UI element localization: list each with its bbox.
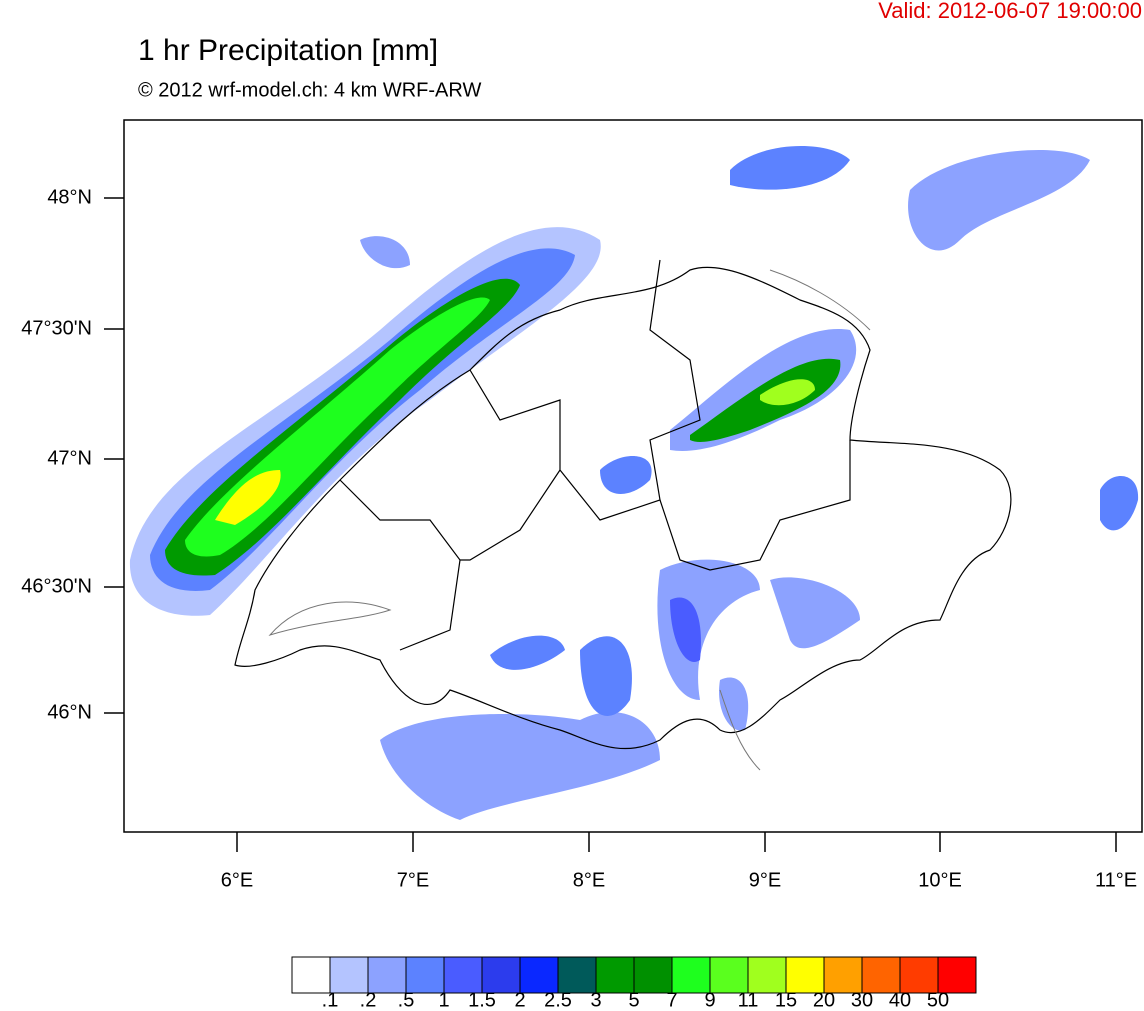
colorbar-label: .2 xyxy=(360,989,377,1011)
lat-label: 47°30'N xyxy=(21,317,92,339)
colorbar-box xyxy=(823,956,863,994)
colorbar-label: 1.5 xyxy=(468,989,496,1011)
colorbar-box xyxy=(671,956,711,994)
lat-label: 46°30'N xyxy=(21,575,92,597)
map xyxy=(123,119,1143,833)
colorbar-label: 50 xyxy=(927,989,949,1011)
lon-label: 7°E xyxy=(397,869,429,891)
colorbar-box xyxy=(937,956,977,994)
lat-label: 46°N xyxy=(47,701,92,723)
lon-label: 6°E xyxy=(221,869,253,891)
borders xyxy=(234,259,1012,750)
colorbar-label: 20 xyxy=(813,989,835,1011)
colorbar-box xyxy=(481,956,521,994)
colorbar-label: 2 xyxy=(514,989,525,1011)
valid-time: Valid: 2012-06-07 19:00:00 xyxy=(878,0,1142,23)
colorbar-label: 40 xyxy=(889,989,911,1011)
colorbar-box xyxy=(443,956,483,994)
map-frame xyxy=(123,119,1143,833)
lon-label: 9°E xyxy=(749,869,781,891)
colorbar-box xyxy=(291,956,331,994)
colorbar-box xyxy=(557,956,597,994)
colorbar-box xyxy=(329,956,369,994)
precip-field xyxy=(129,146,1139,820)
colorbar-label: 9 xyxy=(704,989,715,1011)
lakes xyxy=(268,269,871,771)
colorbar-label: 1 xyxy=(438,989,449,1011)
colorbar-box xyxy=(785,956,825,994)
colorbar-box xyxy=(595,956,635,994)
colorbar-box xyxy=(861,956,901,994)
lon-label: 11°E xyxy=(1095,869,1137,891)
colorbar-label: 5 xyxy=(628,989,639,1011)
colorbar-label: 15 xyxy=(775,989,797,1011)
lat-label: 48°N xyxy=(47,186,92,208)
colorbar-box xyxy=(709,956,749,994)
colorbar: .1 .2 .5 1 1.5 2 2.5 3 5 7 9 11 15 20 30 40 50 xyxy=(291,956,977,1011)
colorbar-box xyxy=(747,956,787,994)
subtitle: © 2012 wrf-model.ch: 4 km WRF-ARW xyxy=(138,79,481,101)
axis-ticks: 48°N 47°30'N 47°N 46°30'N 46°N 6°E 7°E 8°E 9°E 10… xyxy=(21,186,1137,891)
colorbar-label: 3 xyxy=(590,989,601,1011)
colorbar-label: 30 xyxy=(851,989,873,1011)
lon-label: 10°E xyxy=(918,869,962,891)
colorbar-box xyxy=(405,956,445,994)
colorbar-box xyxy=(519,956,559,994)
colorbar-label: 7 xyxy=(666,989,677,1011)
colorbar-box xyxy=(367,956,407,994)
colorbar-label: .1 xyxy=(322,989,339,1011)
lat-label: 47°N xyxy=(47,447,92,469)
colorbar-label: .5 xyxy=(398,989,415,1011)
colorbar-label: 2.5 xyxy=(544,989,572,1011)
colorbar-box xyxy=(899,956,939,994)
colorbar-box xyxy=(633,956,673,994)
colorbar-label: 11 xyxy=(738,989,759,1011)
title: 1 hr Precipitation [mm] xyxy=(138,34,438,67)
lon-label: 8°E xyxy=(573,869,605,891)
